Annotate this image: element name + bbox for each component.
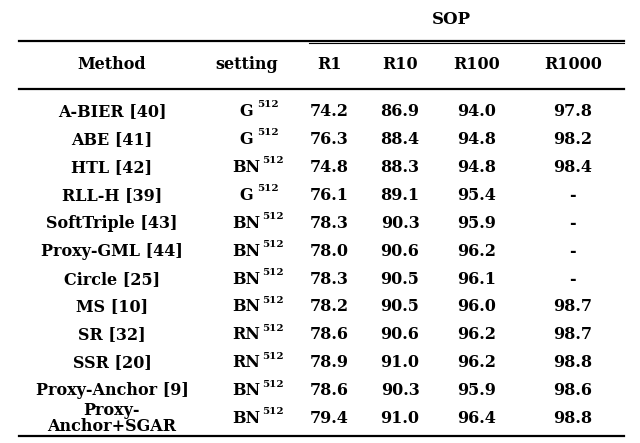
Text: 96.4: 96.4 — [458, 410, 496, 427]
Text: 74.8: 74.8 — [310, 159, 349, 176]
Text: 98.4: 98.4 — [554, 159, 592, 176]
Text: 88.3: 88.3 — [381, 159, 419, 176]
Text: 512: 512 — [262, 352, 284, 361]
Text: BN: BN — [232, 410, 260, 427]
Text: 90.5: 90.5 — [381, 271, 419, 288]
Text: Proxy-Anchor [9]: Proxy-Anchor [9] — [36, 382, 188, 399]
Text: 78.0: 78.0 — [310, 243, 349, 260]
Text: SR [32]: SR [32] — [78, 326, 146, 343]
Text: 78.3: 78.3 — [310, 271, 349, 288]
Text: Anchor+SGAR: Anchor+SGAR — [47, 418, 177, 435]
Text: SoftTriple [43]: SoftTriple [43] — [46, 215, 178, 232]
Text: -: - — [570, 271, 576, 288]
Text: 90.6: 90.6 — [381, 326, 419, 343]
Text: 512: 512 — [262, 212, 284, 221]
Text: HTL [42]: HTL [42] — [72, 159, 152, 176]
Text: R100: R100 — [453, 56, 500, 73]
Text: setting: setting — [215, 56, 278, 73]
Text: 90.5: 90.5 — [381, 299, 419, 315]
Text: 97.8: 97.8 — [554, 103, 592, 120]
Text: 96.2: 96.2 — [458, 354, 496, 371]
Text: Proxy-GML [44]: Proxy-GML [44] — [41, 243, 183, 260]
Text: 98.8: 98.8 — [553, 410, 593, 427]
Text: 98.7: 98.7 — [554, 299, 592, 315]
Text: -: - — [570, 215, 576, 232]
Text: 76.3: 76.3 — [310, 131, 349, 148]
Text: G: G — [239, 187, 253, 204]
Text: 96.2: 96.2 — [458, 243, 496, 260]
Text: 88.4: 88.4 — [380, 131, 420, 148]
Text: R1: R1 — [317, 56, 342, 73]
Text: 94.8: 94.8 — [458, 159, 496, 176]
Text: RN: RN — [232, 354, 260, 371]
Text: 91.0: 91.0 — [381, 354, 419, 371]
Text: 94.8: 94.8 — [458, 131, 496, 148]
Text: R10: R10 — [382, 56, 418, 73]
Text: 512: 512 — [262, 240, 284, 249]
Text: 78.6: 78.6 — [310, 382, 349, 399]
Text: 74.2: 74.2 — [310, 103, 349, 120]
Text: 98.7: 98.7 — [554, 326, 592, 343]
Text: BN: BN — [232, 271, 260, 288]
Text: BN: BN — [232, 382, 260, 399]
Text: Circle [25]: Circle [25] — [64, 271, 160, 288]
Text: 512: 512 — [262, 156, 284, 165]
Text: ABE [41]: ABE [41] — [72, 131, 152, 148]
Text: RLL-H [39]: RLL-H [39] — [62, 187, 162, 204]
Text: 78.9: 78.9 — [310, 354, 349, 371]
Text: 95.9: 95.9 — [458, 215, 496, 232]
Text: 512: 512 — [262, 268, 284, 277]
Text: -: - — [570, 187, 576, 204]
Text: G: G — [239, 103, 253, 120]
Text: SOP: SOP — [432, 12, 470, 28]
Text: BN: BN — [232, 159, 260, 176]
Text: 512: 512 — [257, 101, 278, 109]
Text: 96.1: 96.1 — [458, 271, 496, 288]
Text: 512: 512 — [257, 184, 278, 193]
Text: BN: BN — [232, 215, 260, 232]
Text: 90.3: 90.3 — [381, 382, 419, 399]
Text: 91.0: 91.0 — [381, 410, 419, 427]
Text: 512: 512 — [262, 296, 284, 305]
Text: 79.4: 79.4 — [310, 410, 349, 427]
Text: 96.2: 96.2 — [458, 326, 496, 343]
Text: 90.3: 90.3 — [381, 215, 419, 232]
Text: 89.1: 89.1 — [380, 187, 420, 204]
Text: Method: Method — [77, 56, 147, 73]
Text: -: - — [570, 243, 576, 260]
Text: BN: BN — [232, 299, 260, 315]
Text: 96.0: 96.0 — [458, 299, 496, 315]
Text: 512: 512 — [262, 324, 284, 333]
Text: 512: 512 — [257, 128, 278, 137]
Text: G: G — [239, 131, 253, 148]
Text: 95.9: 95.9 — [458, 382, 496, 399]
Text: A-BIER [40]: A-BIER [40] — [58, 103, 166, 120]
Text: 98.6: 98.6 — [554, 382, 592, 399]
Text: 76.1: 76.1 — [310, 187, 349, 204]
Text: 78.6: 78.6 — [310, 326, 349, 343]
Text: 98.8: 98.8 — [553, 354, 593, 371]
Text: 94.0: 94.0 — [458, 103, 496, 120]
Text: RN: RN — [232, 326, 260, 343]
Text: 86.9: 86.9 — [381, 103, 419, 120]
Text: R1000: R1000 — [544, 56, 602, 73]
Text: 98.2: 98.2 — [553, 131, 593, 148]
Text: 512: 512 — [262, 380, 284, 389]
Text: SSR [20]: SSR [20] — [72, 354, 152, 371]
Text: 512: 512 — [262, 408, 284, 416]
Text: 95.4: 95.4 — [458, 187, 496, 204]
Text: MS [10]: MS [10] — [76, 299, 148, 315]
Text: 78.3: 78.3 — [310, 215, 349, 232]
Text: BN: BN — [232, 243, 260, 260]
Text: 78.2: 78.2 — [310, 299, 349, 315]
Text: Proxy-: Proxy- — [84, 402, 140, 420]
Text: 90.6: 90.6 — [381, 243, 419, 260]
